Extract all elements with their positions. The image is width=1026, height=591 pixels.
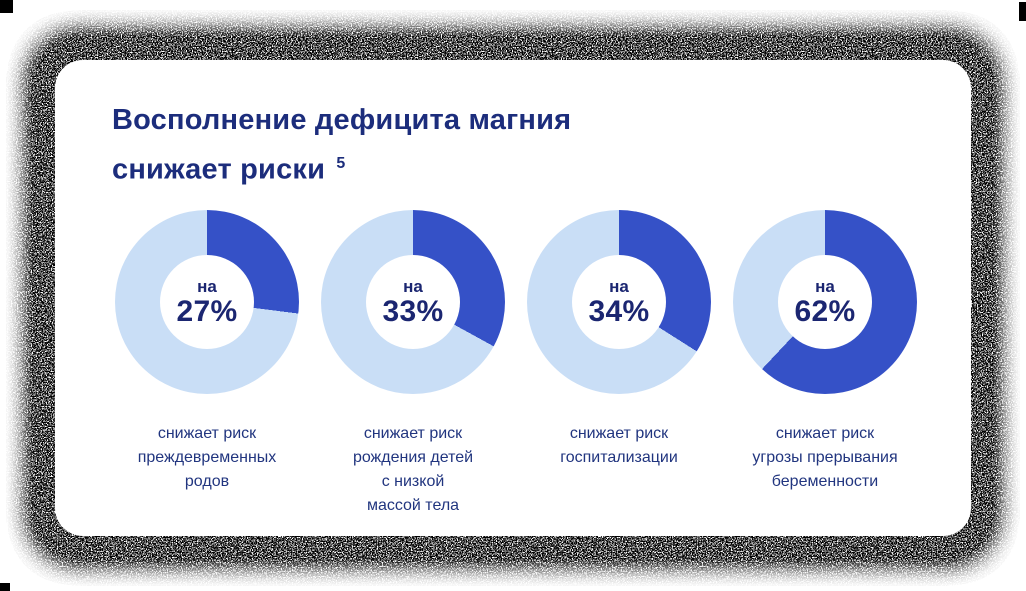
content-card: Восполнение дефицита магния снижает риск… — [55, 60, 971, 536]
donut-hole: на 62% — [778, 255, 872, 349]
donut-center-value: 34% — [588, 294, 650, 328]
donut-center-prefix: на — [815, 276, 835, 296]
footnote-reference: 5 — [336, 155, 346, 172]
donut-caption: снижает риск рождения детей с низкой мас… — [352, 425, 474, 514]
donut-charts-row: на 27% снижает риск преждевременных родо… — [55, 210, 971, 518]
donut-caption: снижает риск угрозы прерывания беременно… — [752, 425, 898, 490]
donut-center-value: 27% — [176, 294, 238, 328]
donut-ring: на 62% — [733, 210, 917, 394]
donut-hole: на 27% — [160, 255, 254, 349]
donut-chart: на 34% снижает риск госпитализации — [519, 210, 719, 518]
donut-hole: на 34% — [572, 255, 666, 349]
donut-center-prefix: на — [403, 276, 423, 296]
donut-ring: на 27% — [115, 210, 299, 394]
donut-caption: снижает риск преждевременных родов — [137, 425, 277, 490]
donut-hole: на 33% — [366, 255, 460, 349]
page-title: Восполнение дефицита магния снижает риск… — [112, 98, 971, 192]
title-line-2: снижает риски — [112, 153, 326, 186]
donut-center-prefix: на — [609, 276, 629, 296]
donut-caption: снижает риск госпитализации — [560, 425, 678, 466]
donut-center-value: 33% — [382, 294, 444, 328]
donut-chart: на 62% снижает риск угрозы прерывания бе… — [725, 210, 925, 518]
donut-center-prefix: на — [197, 276, 217, 296]
donut-ring: на 34% — [527, 210, 711, 394]
donut-chart: на 33% снижает риск рождения детей с низ… — [313, 210, 513, 518]
title-line-1: Восполнение дефицита магния — [112, 104, 572, 136]
donut-chart: на 27% снижает риск преждевременных родо… — [107, 210, 307, 518]
donut-ring: на 33% — [321, 210, 505, 394]
donut-center-value: 62% — [794, 294, 856, 328]
